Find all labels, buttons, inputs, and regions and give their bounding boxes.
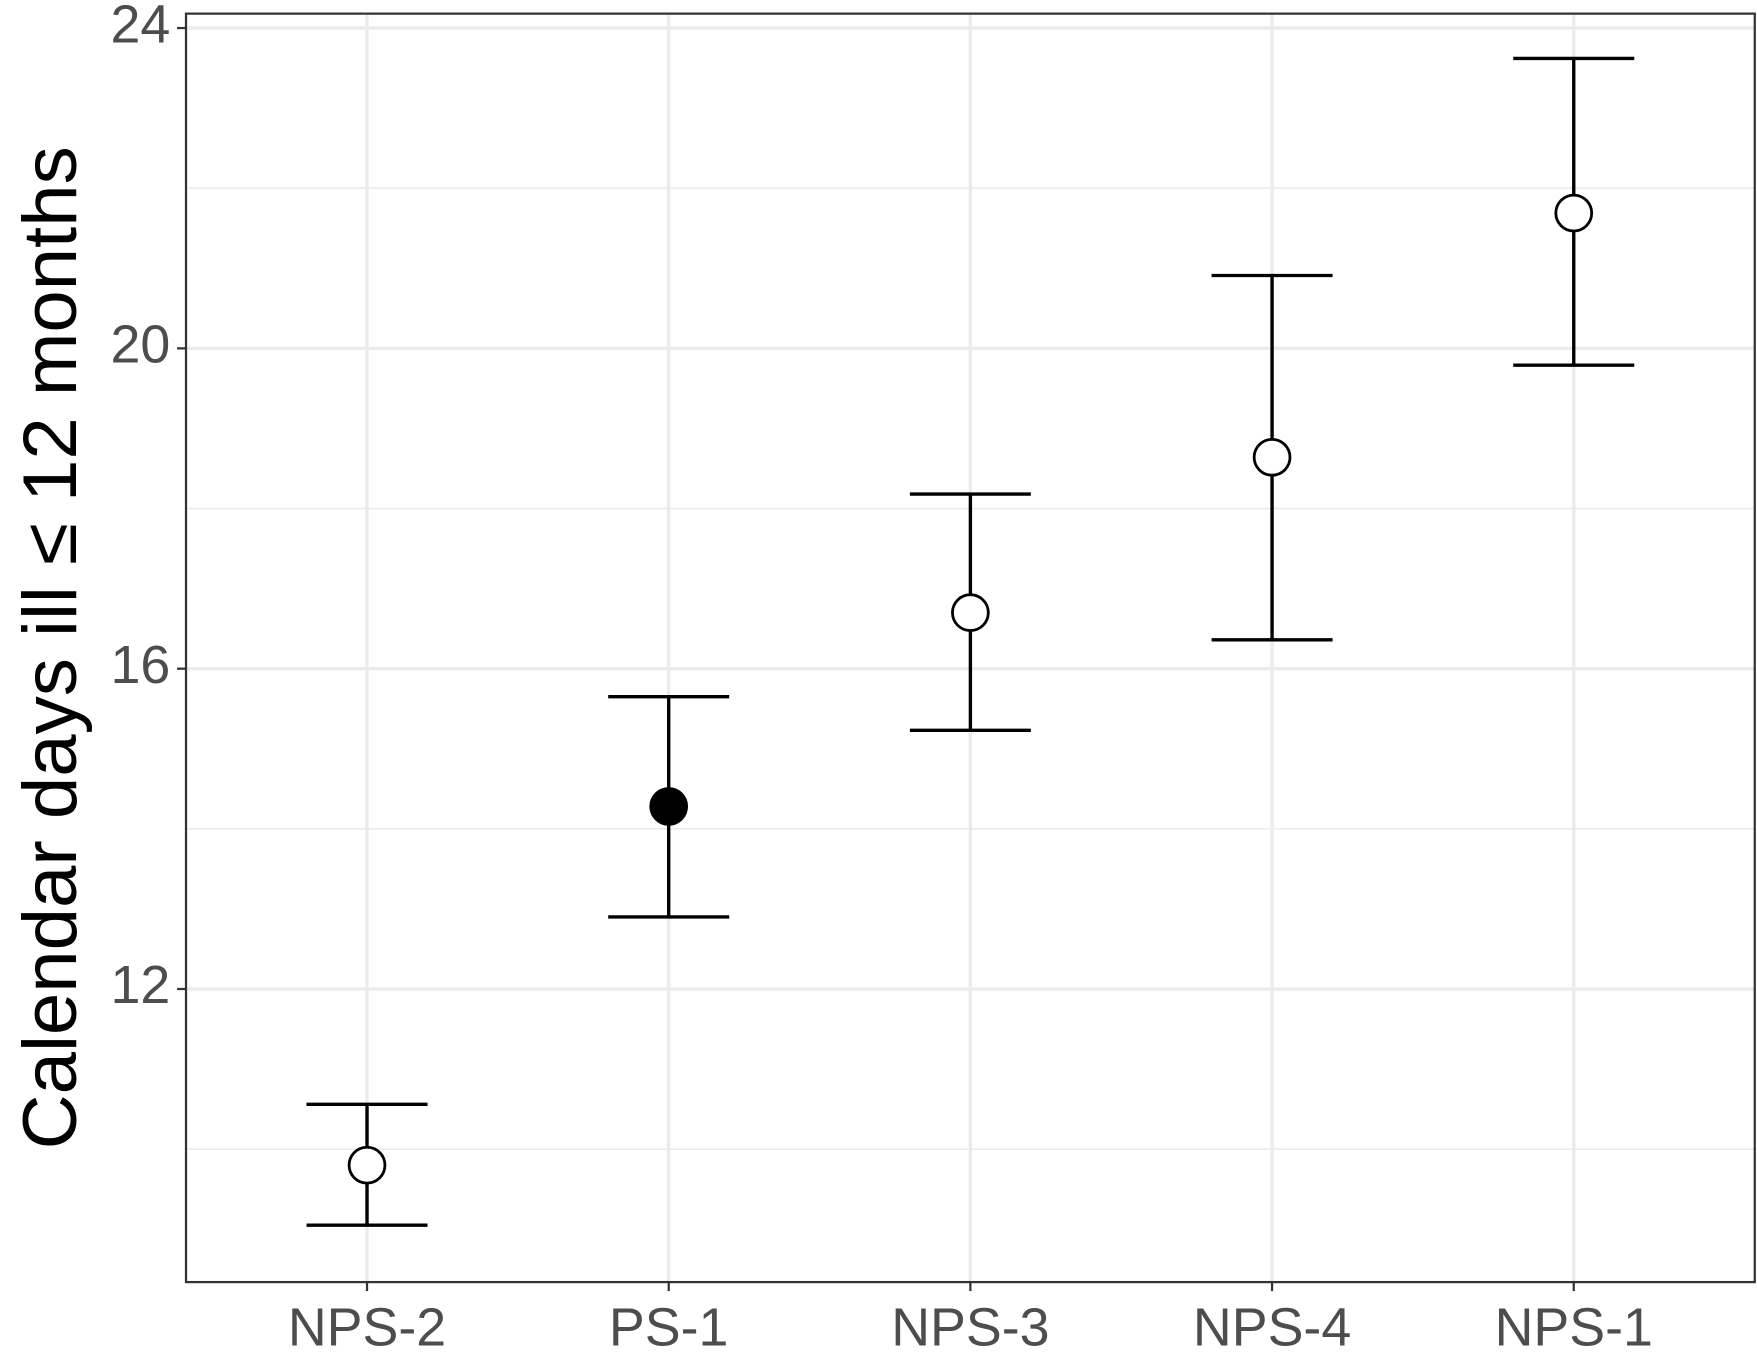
x-tick-label: NPS-4 [1193, 1298, 1351, 1354]
y-axis-title: Calendar days ill ≤ 12 months [8, 146, 93, 1149]
y-tick-label: 12 [111, 955, 171, 1015]
y-tick-label: 16 [111, 635, 171, 695]
point [951, 593, 990, 632]
y-tick-label: 20 [111, 315, 171, 375]
x-tick-label: NPS-3 [891, 1298, 1049, 1354]
x-tick-label: NPS-1 [1495, 1298, 1653, 1354]
point [1554, 193, 1594, 233]
x-tick-label: NPS-2 [288, 1298, 446, 1354]
point [1252, 437, 1292, 477]
point [649, 787, 689, 826]
point [347, 1145, 387, 1185]
y-tick-label: 24 [111, 0, 171, 54]
x-tick-label: PS-1 [609, 1298, 729, 1354]
